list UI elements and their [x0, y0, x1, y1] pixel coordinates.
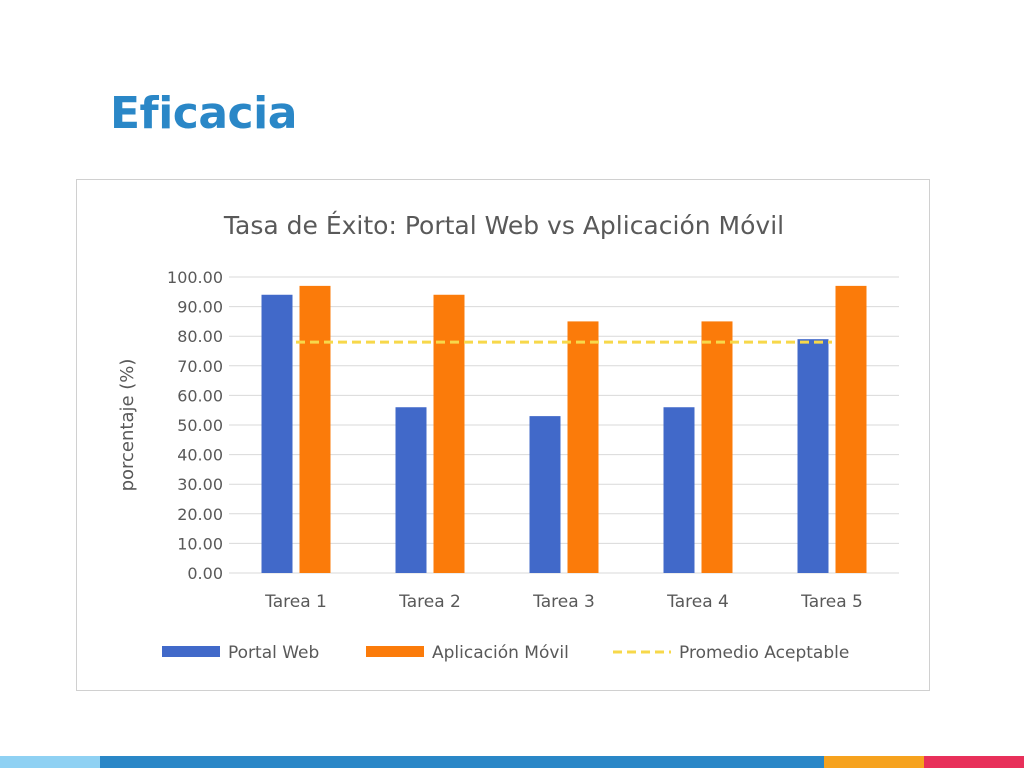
y-tick-label: 50.00	[177, 416, 223, 435]
bar-aplicacion-movil-3	[567, 321, 599, 573]
y-tick-label: 100.00	[167, 268, 223, 287]
chart-title: Tasa de Éxito: Portal Web vs Aplicación …	[223, 211, 784, 240]
y-axis-label: porcentaje (%)	[117, 359, 138, 492]
y-tick-label: 30.00	[177, 475, 223, 494]
footer-segment	[824, 756, 924, 768]
bars	[261, 285, 867, 573]
x-tick-labels: Tarea 1 Tarea 2 Tarea 3 Tarea 4 Tarea 5	[264, 592, 863, 612]
bar-portal-web-2	[395, 407, 427, 573]
footer-segment	[0, 756, 100, 768]
bar-aplicacion-movil-2	[433, 294, 465, 573]
x-tick-label: Tarea 3	[532, 592, 595, 612]
legend-label-1: Portal Web	[228, 643, 319, 663]
bar-portal-web-1	[261, 294, 293, 573]
grid-lines	[229, 276, 899, 574]
bar-portal-web-4	[663, 407, 695, 573]
bar-portal-web-5	[797, 339, 829, 573]
bar-chart: Tasa de Éxito: Portal Web vs Aplicación …	[117, 211, 899, 663]
y-tick-label: 40.00	[177, 446, 223, 465]
x-tick-label: Tarea 5	[800, 592, 863, 612]
legend-label-2: Aplicación Móvil	[432, 643, 569, 663]
y-tick-label: 60.00	[177, 386, 223, 405]
footer-segment	[924, 756, 1024, 768]
y-tick-label: 0.00	[187, 564, 223, 583]
bar-aplicacion-movil-5	[835, 285, 867, 573]
footer-color-bar	[0, 756, 1024, 768]
bar-portal-web-3	[529, 416, 561, 573]
legend-label-3: Promedio Aceptable	[679, 643, 849, 663]
legend-swatch-1	[162, 646, 220, 657]
chart-frame: Tasa de Éxito: Portal Web vs Aplicación …	[76, 179, 930, 691]
y-tick-label: 90.00	[177, 298, 223, 317]
legend: Portal Web Aplicación Móvil Promedio Acept…	[162, 643, 849, 663]
y-tick-label: 10.00	[177, 534, 223, 553]
x-tick-label: Tarea 4	[666, 592, 729, 612]
bar-aplicacion-movil-1	[299, 285, 331, 573]
y-tick-label: 20.00	[177, 505, 223, 524]
footer-segment	[100, 756, 824, 768]
x-tick-label: Tarea 2	[398, 592, 461, 612]
legend-swatch-2	[366, 646, 424, 657]
y-tick-label: 80.00	[177, 327, 223, 346]
x-tick-label: Tarea 1	[264, 592, 327, 612]
y-tick-labels: 0.00 10.00 20.00 30.00 40.00 50.00 60.00 70.00 8…	[167, 268, 223, 583]
bar-aplicacion-movil-4	[701, 321, 733, 573]
slide-title: Eficacia	[110, 88, 297, 139]
y-tick-label: 70.00	[177, 357, 223, 376]
